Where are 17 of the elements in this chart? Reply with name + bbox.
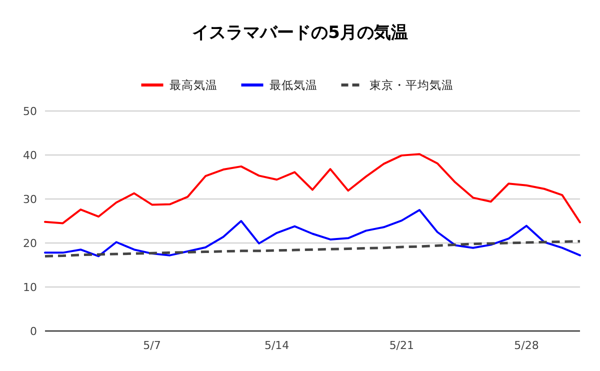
y-tick-label: 20: [23, 237, 37, 250]
x-tick-label: 5/7: [143, 339, 161, 352]
legend-label: 最低気温: [269, 78, 318, 92]
y-tick-label: 10: [23, 281, 37, 294]
chart-title: イスラマバードの5月の気温: [192, 23, 408, 43]
x-tick-label: 5/21: [389, 339, 414, 352]
legend-label: 東京・平均気温: [369, 78, 454, 92]
legend-label: 最高気温: [169, 78, 218, 92]
line-series: [44, 209, 581, 258]
y-tick-label: 50: [23, 105, 37, 118]
line-series: [44, 153, 581, 224]
line-series: [44, 240, 582, 258]
y-tick-label: 0: [30, 325, 37, 338]
y-tick-label: 40: [23, 149, 37, 162]
x-tick-label: 5/28: [514, 339, 539, 352]
y-tick-label: 30: [23, 193, 37, 206]
x-tick-label: 5/14: [264, 339, 290, 352]
